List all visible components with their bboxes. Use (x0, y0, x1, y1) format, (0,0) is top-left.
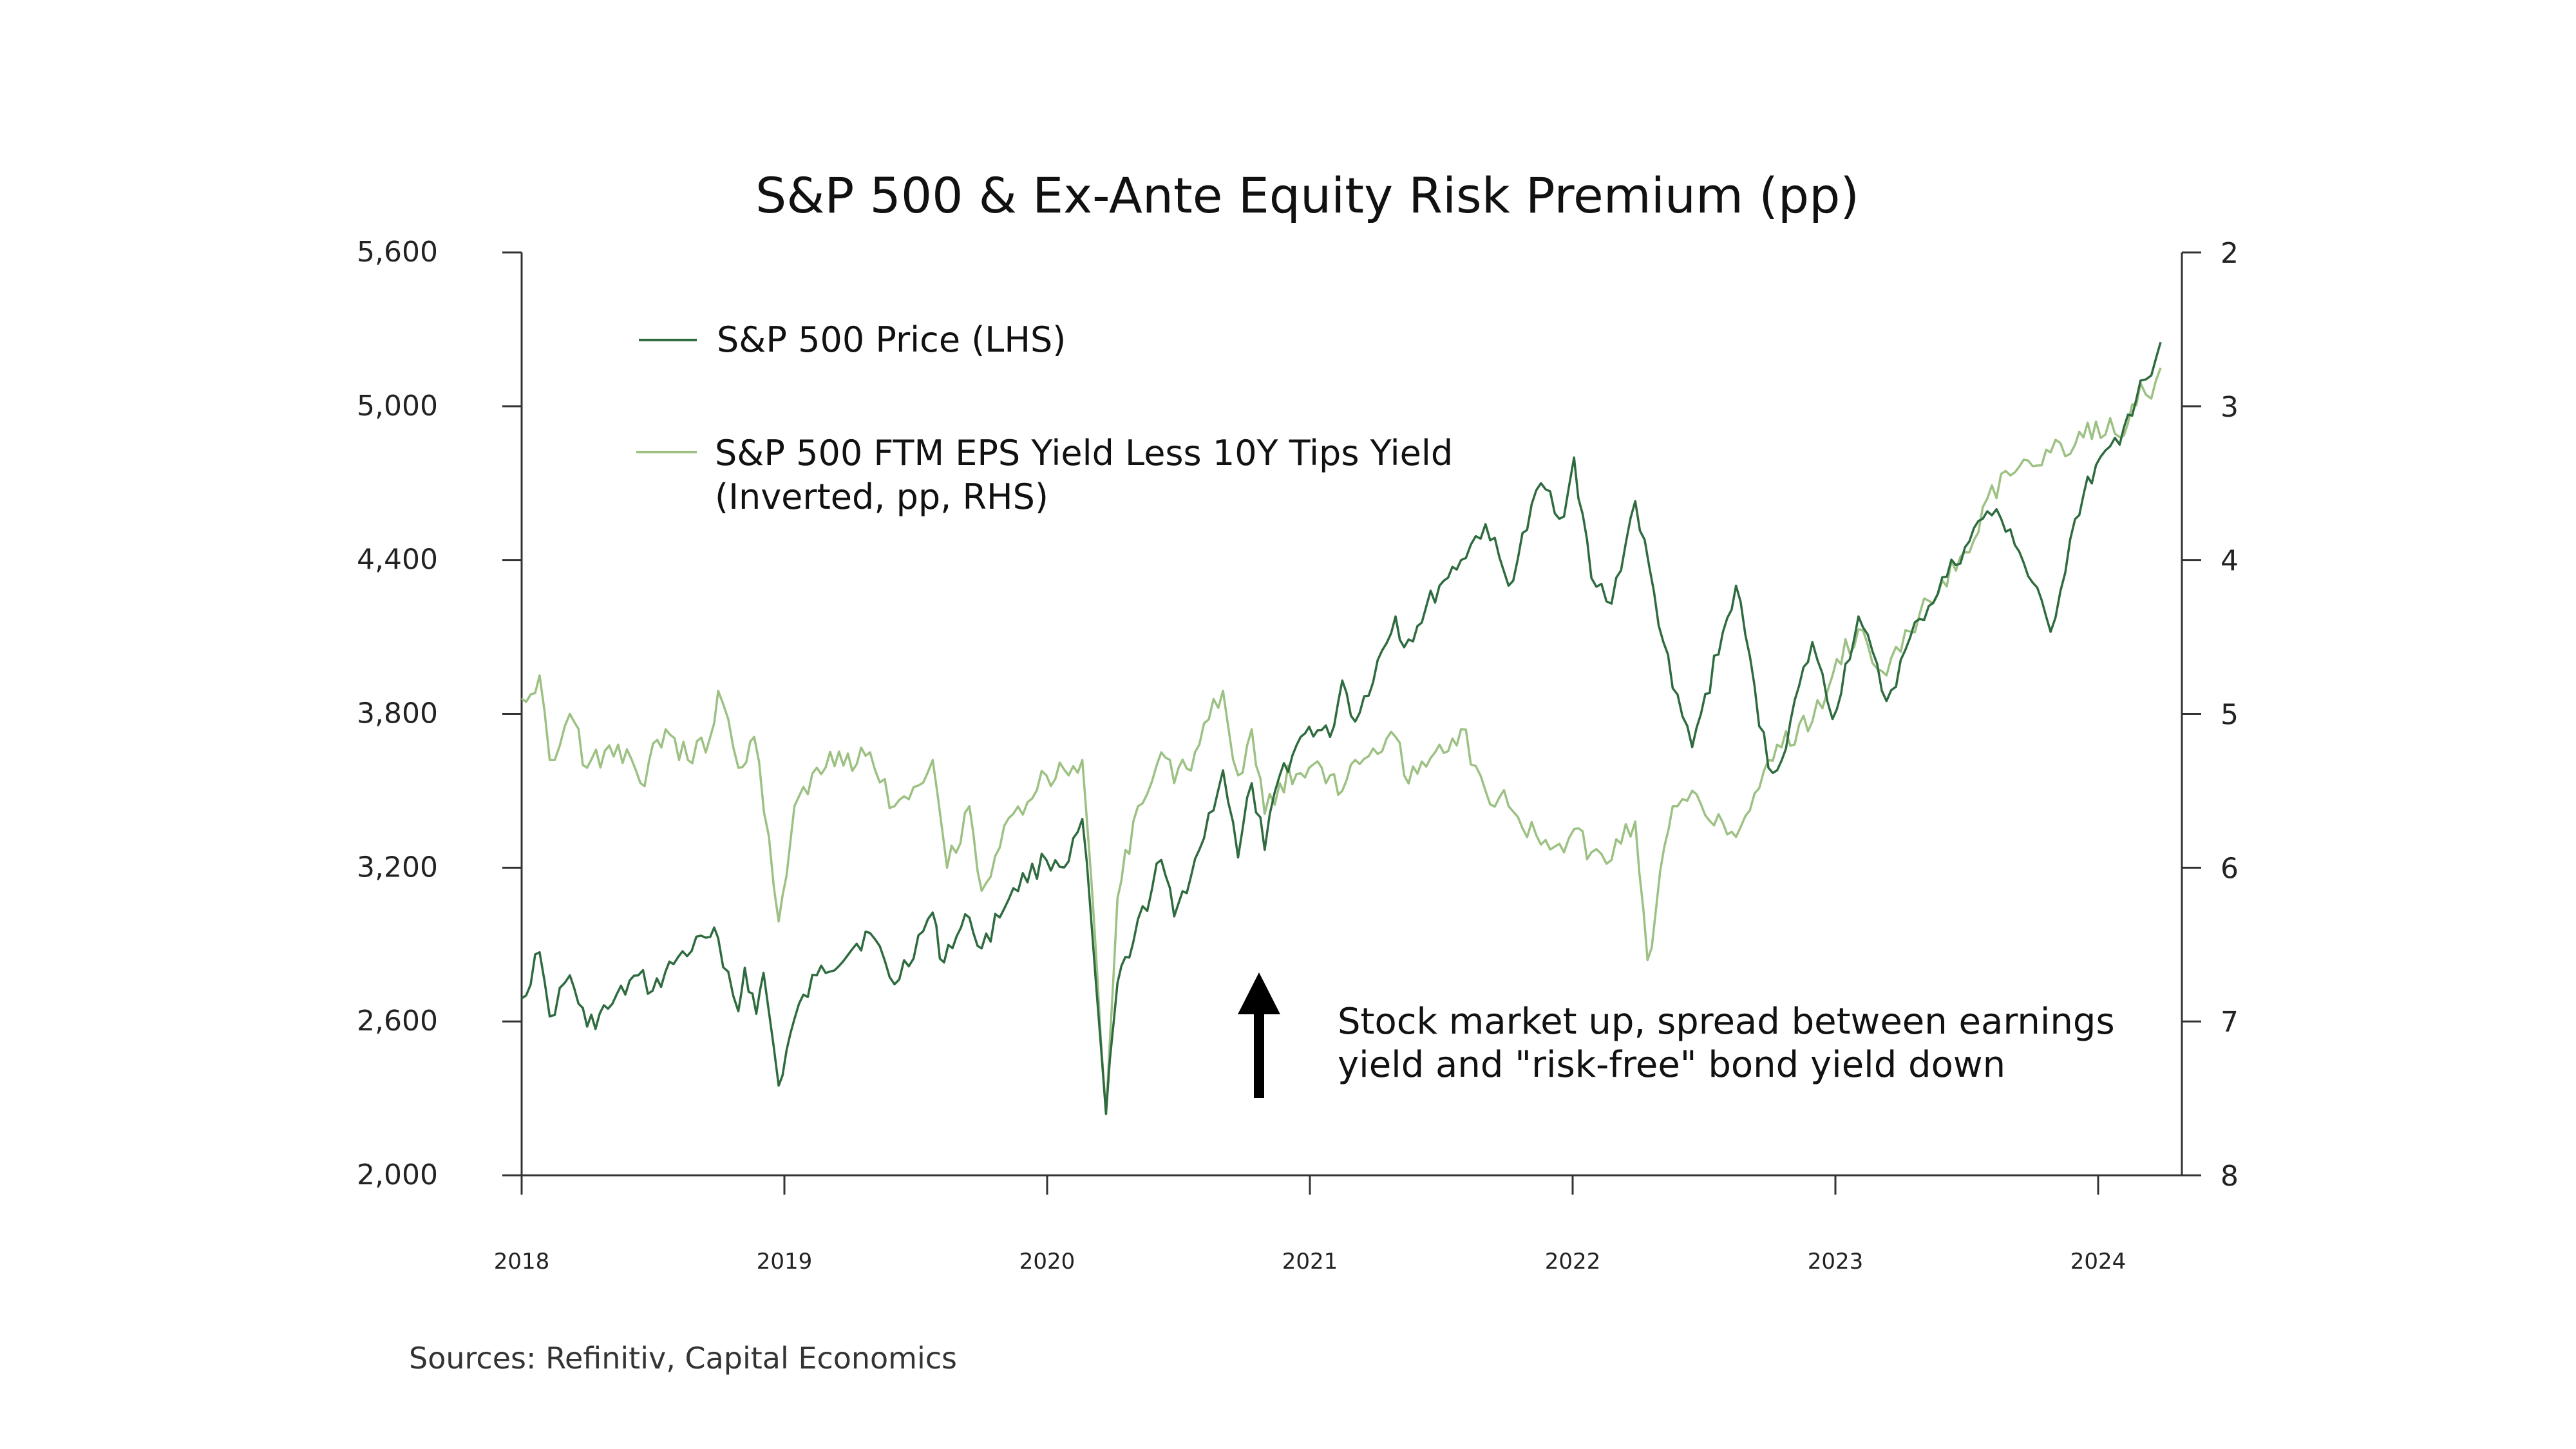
annotation-text-line1: Stock market up, spread between earnings (1338, 1001, 2115, 1043)
left-axis-ticks: 2,000 2,600 3,200 3,800 4,400 5,000 5,600 (357, 236, 522, 1191)
legend: S&P 500 Price (LHS) S&P 500 FTM EPS Yiel… (636, 319, 1453, 517)
left-tick-label: 4,400 (357, 544, 438, 576)
x-tick-label: 2019 (757, 1249, 813, 1274)
series-line-erp (520, 367, 2162, 1115)
right-tick-label: 3 (2221, 391, 2239, 424)
right-tick-label: 6 (2221, 852, 2239, 885)
left-tick-label: 2,600 (357, 1005, 438, 1037)
x-tick-label: 2018 (494, 1249, 550, 1274)
right-tick-label: 8 (2221, 1160, 2239, 1193)
left-tick-label: 3,200 (357, 851, 438, 884)
legend-label-erp-line2: (Inverted, pp, RHS) (715, 477, 1048, 517)
right-tick-label: 7 (2221, 1006, 2239, 1039)
right-tick-label: 2 (2221, 237, 2239, 270)
annotation-arrow-head (1238, 972, 1280, 1014)
legend-label-sp500: S&P 500 Price (LHS) (717, 319, 1066, 360)
left-tick-label: 2,000 (357, 1159, 438, 1191)
source-note: Sources: Refinitiv, Capital Economics (409, 1341, 957, 1376)
left-tick-label: 5,000 (357, 390, 438, 422)
annotation-text-line2: yield and "risk-free" bond yield down (1338, 1044, 2005, 1086)
left-tick-label: 3,800 (357, 697, 438, 730)
right-axis-ticks: 2 3 4 5 6 7 8 (2182, 237, 2239, 1193)
x-tick-label: 2023 (1808, 1249, 1864, 1274)
chart-title: S&P 500 & Ex-Ante Equity Risk Premium (p… (755, 167, 1859, 224)
x-tick-label: 2022 (1545, 1249, 1601, 1274)
left-tick-label: 5,600 (357, 236, 438, 269)
series-line-sp500 (521, 341, 2162, 1115)
annotation: Stock market up, spread between earnings… (1238, 972, 2115, 1098)
right-tick-label: 4 (2221, 545, 2239, 578)
legend-label-erp-line1: S&P 500 FTM EPS Yield Less 10Y Tips Yiel… (715, 433, 1453, 473)
x-tick-label: 2020 (1019, 1249, 1075, 1274)
x-tick-label: 2021 (1282, 1249, 1338, 1274)
x-tick-label: 2024 (2070, 1249, 2126, 1274)
right-tick-label: 5 (2221, 699, 2239, 732)
x-axis-ticks: 2018 2019 2020 2021 2022 2023 2024 (494, 1175, 2126, 1274)
